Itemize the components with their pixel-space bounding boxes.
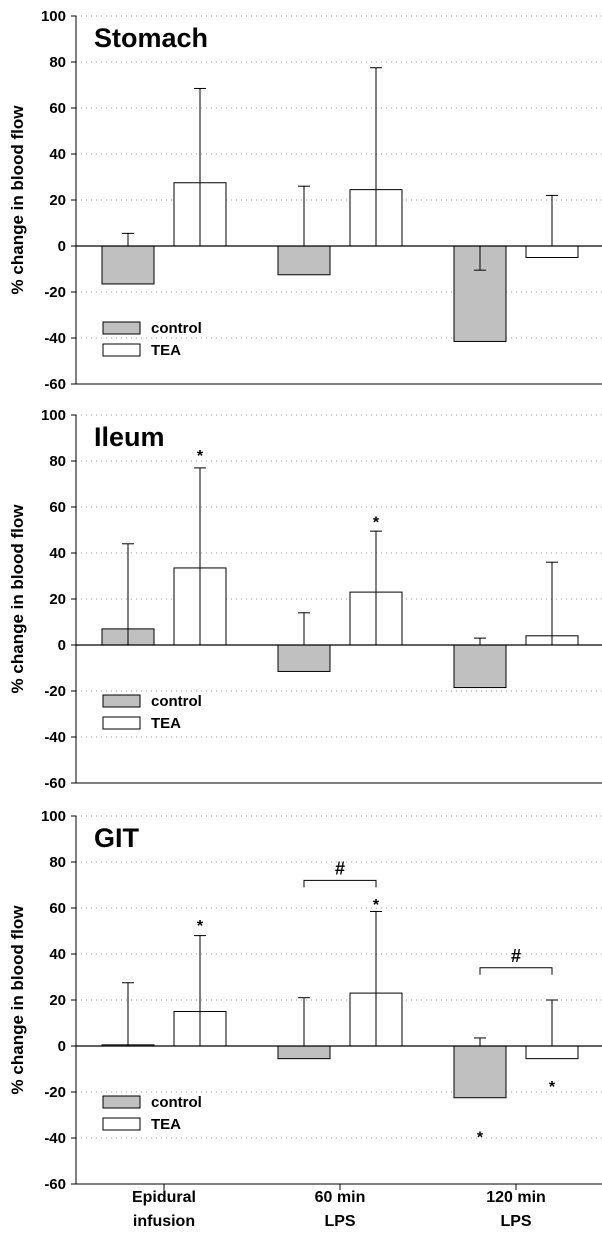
panel-git: -60 -40 -20 0 20 40 60 80 100 % change in blood f… — [8, 808, 602, 1193]
bar-control — [453, 1045, 507, 1099]
comparison-marker: # — [335, 858, 345, 878]
legend-swatch-control — [102, 321, 141, 335]
bar-control — [277, 644, 331, 672]
panels: -60 -40 -20 0 20 40 60 80 100 % change in blood f… — [8, 8, 602, 1193]
y-tick-label: 60 — [49, 100, 66, 117]
legend: control TEA — [102, 320, 202, 359]
category-label-line1: Epidural — [132, 1189, 196, 1206]
y-tick-label: -40 — [44, 330, 66, 347]
y-tick-label: -20 — [44, 683, 66, 700]
y-tick-label: 20 — [49, 192, 66, 209]
y-tick-label: 0 — [58, 238, 66, 255]
comparison-bracket — [303, 879, 377, 888]
significance-marker: * — [197, 448, 204, 465]
category-label-line2: infusion — [133, 1213, 195, 1230]
panel-title: GIT — [94, 823, 140, 853]
y-tick-label: -60 — [44, 775, 66, 792]
panel-title: Ileum — [94, 422, 165, 452]
x-axis-category-labels: Epidural infusion 60 min LPS 120 min LPS — [132, 1189, 546, 1230]
significance-marker: * — [373, 515, 380, 532]
y-tick-label: 100 — [41, 407, 66, 424]
y-tick-label: 100 — [41, 808, 66, 825]
comparison-marker: # — [511, 946, 521, 966]
y-tick-label: 80 — [49, 854, 66, 871]
legend-swatch-control — [102, 1095, 141, 1109]
significance-marker: * — [197, 918, 204, 935]
y-axis-label: % change in blood flow — [8, 504, 27, 694]
legend-swatch-TEA — [102, 343, 141, 357]
y-tick-label: 80 — [49, 453, 66, 470]
legend-swatch-TEA — [102, 716, 141, 730]
y-tick-label: 20 — [49, 591, 66, 608]
category-label-line2: LPS — [324, 1213, 355, 1230]
y-axis-label: % change in blood flow — [8, 105, 27, 295]
legend-label: TEA — [151, 342, 181, 359]
comparison-bracket — [479, 967, 553, 975]
y-tick-label: 60 — [49, 499, 66, 516]
y-tick-label: 40 — [49, 946, 66, 963]
y-tick-label: 60 — [49, 900, 66, 917]
legend: control TEA — [102, 1094, 202, 1133]
bar-control — [101, 245, 155, 285]
bar-control — [277, 1045, 331, 1060]
y-tick-label: -20 — [44, 1084, 66, 1101]
y-tick-label: -20 — [44, 284, 66, 301]
legend-label: control — [151, 693, 202, 710]
significance-marker: * — [477, 1129, 484, 1146]
y-axis-label: % change in blood flow — [8, 905, 27, 1095]
category-label-line1: 120 min — [486, 1189, 546, 1206]
bar-control — [453, 644, 507, 689]
legend-swatch-control — [102, 694, 141, 708]
panel-ileum: -60 -40 -20 0 20 40 60 80 100 % change in blood f… — [8, 407, 602, 792]
y-tick-label: 0 — [58, 637, 66, 654]
y-tick-label: -40 — [44, 1130, 66, 1147]
y-tick-label: 80 — [49, 54, 66, 71]
legend-label: control — [151, 1094, 202, 1111]
category-label-line2: LPS — [500, 1213, 531, 1230]
legend: control TEA — [102, 693, 202, 732]
y-tick-label: 40 — [49, 146, 66, 163]
y-tick-label: -40 — [44, 729, 66, 746]
y-tick-label: 100 — [41, 8, 66, 25]
bar-TEA — [525, 245, 579, 258]
y-tick-label: -60 — [44, 376, 66, 393]
panel-title: Stomach — [94, 23, 208, 53]
significance-marker: * — [373, 897, 380, 914]
significance-marker: * — [549, 1079, 556, 1096]
bar-TEA — [525, 1045, 579, 1060]
y-tick-label: 40 — [49, 545, 66, 562]
y-tick-label: 20 — [49, 992, 66, 1009]
category-label-line1: 60 min — [315, 1189, 366, 1206]
legend-label: TEA — [151, 1116, 181, 1133]
panel-stomach: -60 -40 -20 0 20 40 60 80 100 % change in blood f… — [8, 8, 602, 393]
legend-label: control — [151, 320, 202, 337]
bar-control — [277, 245, 331, 276]
legend-label: TEA — [151, 715, 181, 732]
legend-swatch-TEA — [102, 1117, 141, 1131]
y-tick-label: 0 — [58, 1038, 66, 1055]
y-tick-label: -60 — [44, 1176, 66, 1193]
